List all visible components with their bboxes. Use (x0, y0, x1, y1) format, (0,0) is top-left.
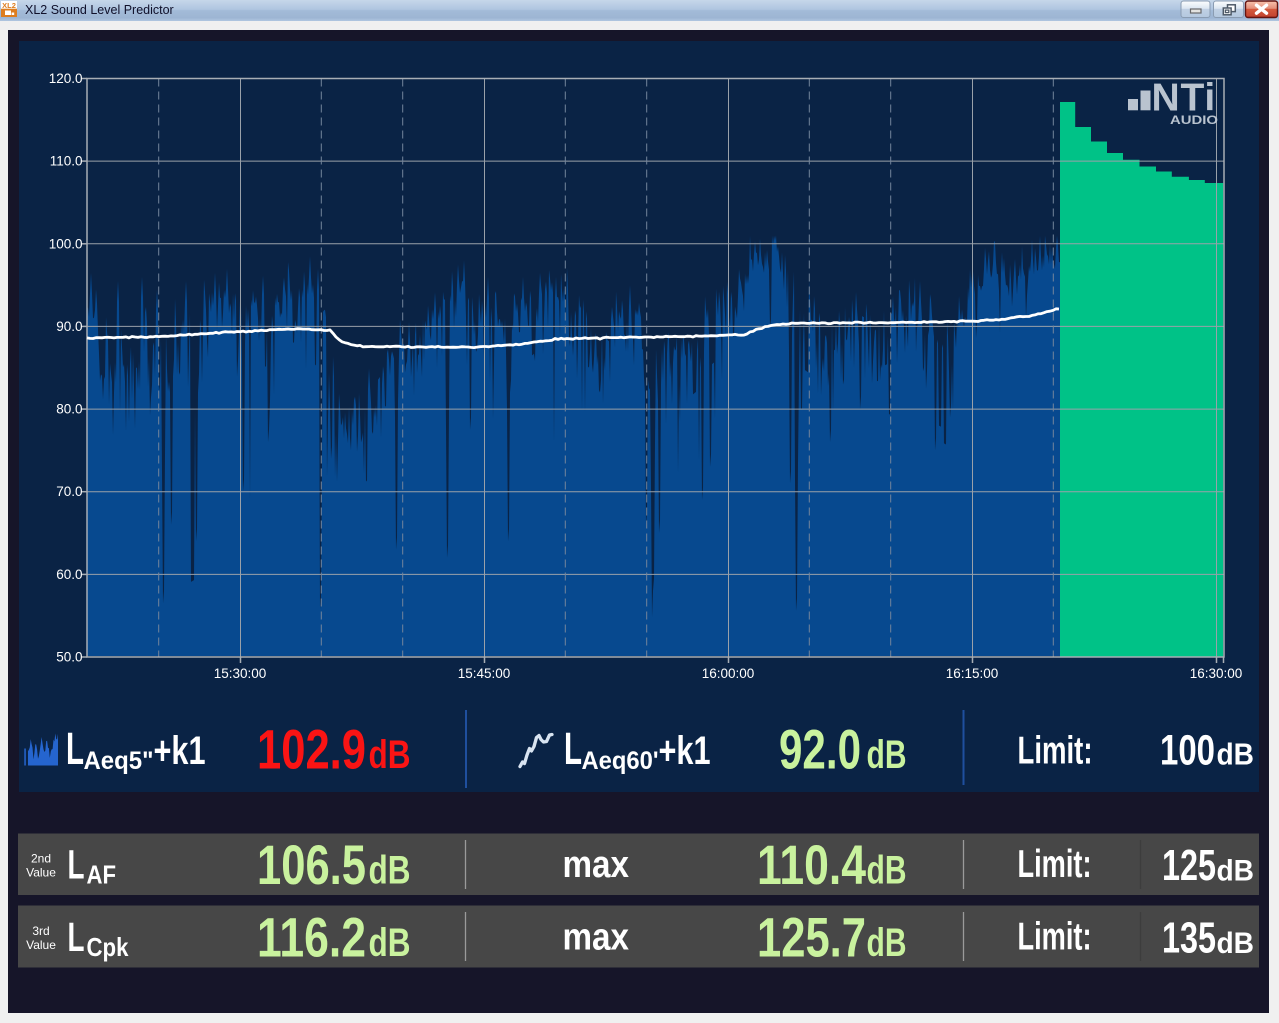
svg-text:L: L (68, 914, 85, 960)
svg-text:Value: Value (26, 866, 56, 880)
svg-text:Limit:: Limit: (1018, 843, 1092, 886)
svg-text:60.0: 60.0 (56, 567, 82, 582)
svg-text:+k1: +k1 (154, 729, 206, 773)
svg-text:dB: dB (369, 921, 411, 965)
svg-text:dB: dB (1217, 737, 1255, 772)
svg-text:max: max (563, 844, 630, 886)
svg-text:15:30:00: 15:30:00 (214, 666, 267, 681)
svg-text:Limit:: Limit: (1018, 730, 1093, 773)
svg-text:AF: AF (87, 860, 117, 890)
svg-text:XL2 Sound Level Predictor: XL2 Sound Level Predictor (25, 3, 174, 17)
svg-text:Aeq60': Aeq60' (582, 747, 659, 775)
svg-text:90.0: 90.0 (56, 319, 82, 334)
svg-text:dB: dB (867, 921, 907, 965)
svg-text:Aeq5": Aeq5" (84, 747, 154, 775)
svg-text:50.0: 50.0 (56, 650, 82, 665)
svg-text:120.0: 120.0 (49, 71, 83, 86)
svg-text:135: 135 (1162, 914, 1216, 963)
svg-text:Value: Value (26, 938, 56, 952)
svg-text:70.0: 70.0 (56, 484, 82, 499)
svg-text:+k1: +k1 (659, 729, 711, 773)
svg-text:L: L (68, 842, 85, 888)
svg-text:110.4: 110.4 (757, 833, 866, 896)
svg-text:125: 125 (1162, 841, 1216, 890)
svg-text:15:45:00: 15:45:00 (458, 666, 511, 681)
svg-text:AUDIO: AUDIO (1170, 115, 1218, 127)
svg-text:Cpk: Cpk (87, 932, 129, 962)
svg-text:dB: dB (369, 733, 411, 777)
svg-text:L: L (564, 723, 582, 774)
svg-text:125.7: 125.7 (757, 906, 866, 969)
svg-text:Limit:: Limit: (1018, 916, 1092, 959)
svg-text:100.0: 100.0 (49, 236, 83, 251)
svg-text:XL2: XL2 (2, 1, 16, 10)
svg-text:16:15:00: 16:15:00 (946, 666, 999, 681)
svg-text:110.0: 110.0 (50, 154, 83, 169)
svg-text:106.5: 106.5 (257, 833, 366, 896)
svg-text:16:30:00: 16:30:00 (1190, 666, 1243, 681)
svg-text:dB: dB (1217, 855, 1255, 888)
svg-text:92.0: 92.0 (779, 718, 861, 781)
svg-text:dB: dB (1217, 927, 1255, 960)
svg-text:dB: dB (369, 849, 411, 893)
svg-text:NTi: NTi (1152, 76, 1217, 119)
svg-text:max: max (563, 917, 630, 959)
svg-text:3rd: 3rd (32, 924, 49, 938)
svg-text:L: L (66, 723, 84, 774)
svg-text:116.2: 116.2 (257, 906, 366, 969)
svg-text:16:00:00: 16:00:00 (702, 666, 755, 681)
svg-text:dB: dB (867, 849, 907, 893)
svg-text:dB: dB (867, 733, 907, 777)
svg-text:80.0: 80.0 (56, 402, 82, 417)
svg-text:2nd: 2nd (31, 852, 51, 866)
svg-text:100: 100 (1160, 727, 1215, 775)
svg-text:102.9: 102.9 (257, 718, 366, 781)
